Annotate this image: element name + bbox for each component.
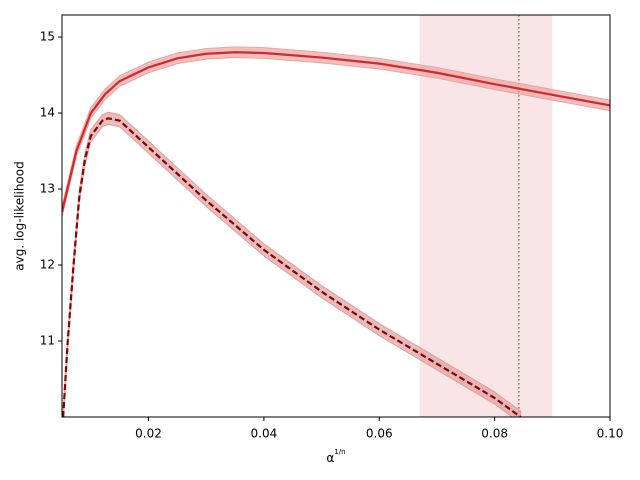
y-tick-label: 15 bbox=[40, 30, 55, 44]
x-label-exponent: 1/n bbox=[334, 448, 345, 456]
confidence-band bbox=[62, 111, 522, 417]
x-tick-label: 0.10 bbox=[597, 427, 624, 441]
plot-area bbox=[62, 15, 610, 417]
y-tick-label: 11 bbox=[40, 334, 55, 348]
x-tick-label: 0.06 bbox=[366, 427, 393, 441]
y-tick-label: 13 bbox=[40, 182, 55, 196]
line bbox=[62, 117, 522, 417]
x-axis-label: α1/n bbox=[326, 448, 345, 465]
line bbox=[62, 51, 610, 213]
x-tick-label: 0.04 bbox=[251, 427, 278, 441]
y-axis-label: avg. log-likelihood bbox=[13, 161, 27, 270]
x-tick-label: 0.02 bbox=[135, 427, 162, 441]
plot-frame bbox=[61, 14, 611, 418]
x-tick-label: 0.08 bbox=[481, 427, 508, 441]
y-tick-label: 12 bbox=[40, 258, 55, 272]
x-label-base: α bbox=[326, 451, 334, 465]
y-tick-label: 14 bbox=[40, 106, 55, 120]
confidence-band bbox=[62, 46, 610, 218]
